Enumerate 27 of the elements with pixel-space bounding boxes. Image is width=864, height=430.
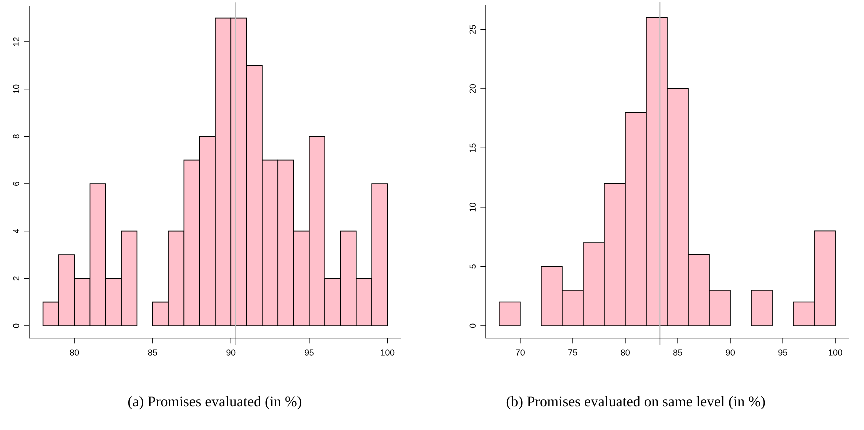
x-tick-label: 95 bbox=[305, 350, 314, 356]
y-tick-label: 10 bbox=[470, 202, 476, 212]
y-tick-label: 5 bbox=[470, 264, 476, 269]
y-tick-label: 8 bbox=[13, 134, 20, 139]
y-tick-label: 15 bbox=[470, 144, 476, 152]
y-tick-label: 25 bbox=[470, 25, 476, 34]
text: (b) Promises evaluated on same level (in %) bbox=[506, 396, 766, 410]
x-tick-label: 80 bbox=[621, 350, 630, 356]
y-tick-label: 0 bbox=[470, 324, 476, 328]
y-tick-label: 6 bbox=[13, 182, 20, 186]
y-tick-label: 12 bbox=[13, 38, 20, 46]
x-tick-label: 90 bbox=[726, 350, 735, 356]
x-tick-label: 100 bbox=[381, 350, 395, 356]
x-tick-label: 80 bbox=[70, 350, 80, 356]
x-tick-label: 75 bbox=[568, 350, 578, 356]
y-tick-label: 20 bbox=[470, 84, 476, 94]
x-tick-label: 100 bbox=[829, 350, 842, 356]
text: (a) Promises evaluated (in %) bbox=[128, 396, 302, 410]
x-tick-label: 85 bbox=[148, 350, 158, 356]
x-tick-label: 85 bbox=[674, 350, 682, 356]
y-tick-label: 4 bbox=[13, 229, 20, 234]
x-tick-label: 90 bbox=[226, 350, 236, 356]
y-tick-label: 0 bbox=[13, 324, 20, 328]
y-tick-label: 2 bbox=[13, 276, 20, 281]
x-tick-label: 95 bbox=[778, 350, 788, 356]
x-tick-label: 70 bbox=[516, 350, 525, 356]
y-tick-label: 10 bbox=[13, 84, 20, 94]
